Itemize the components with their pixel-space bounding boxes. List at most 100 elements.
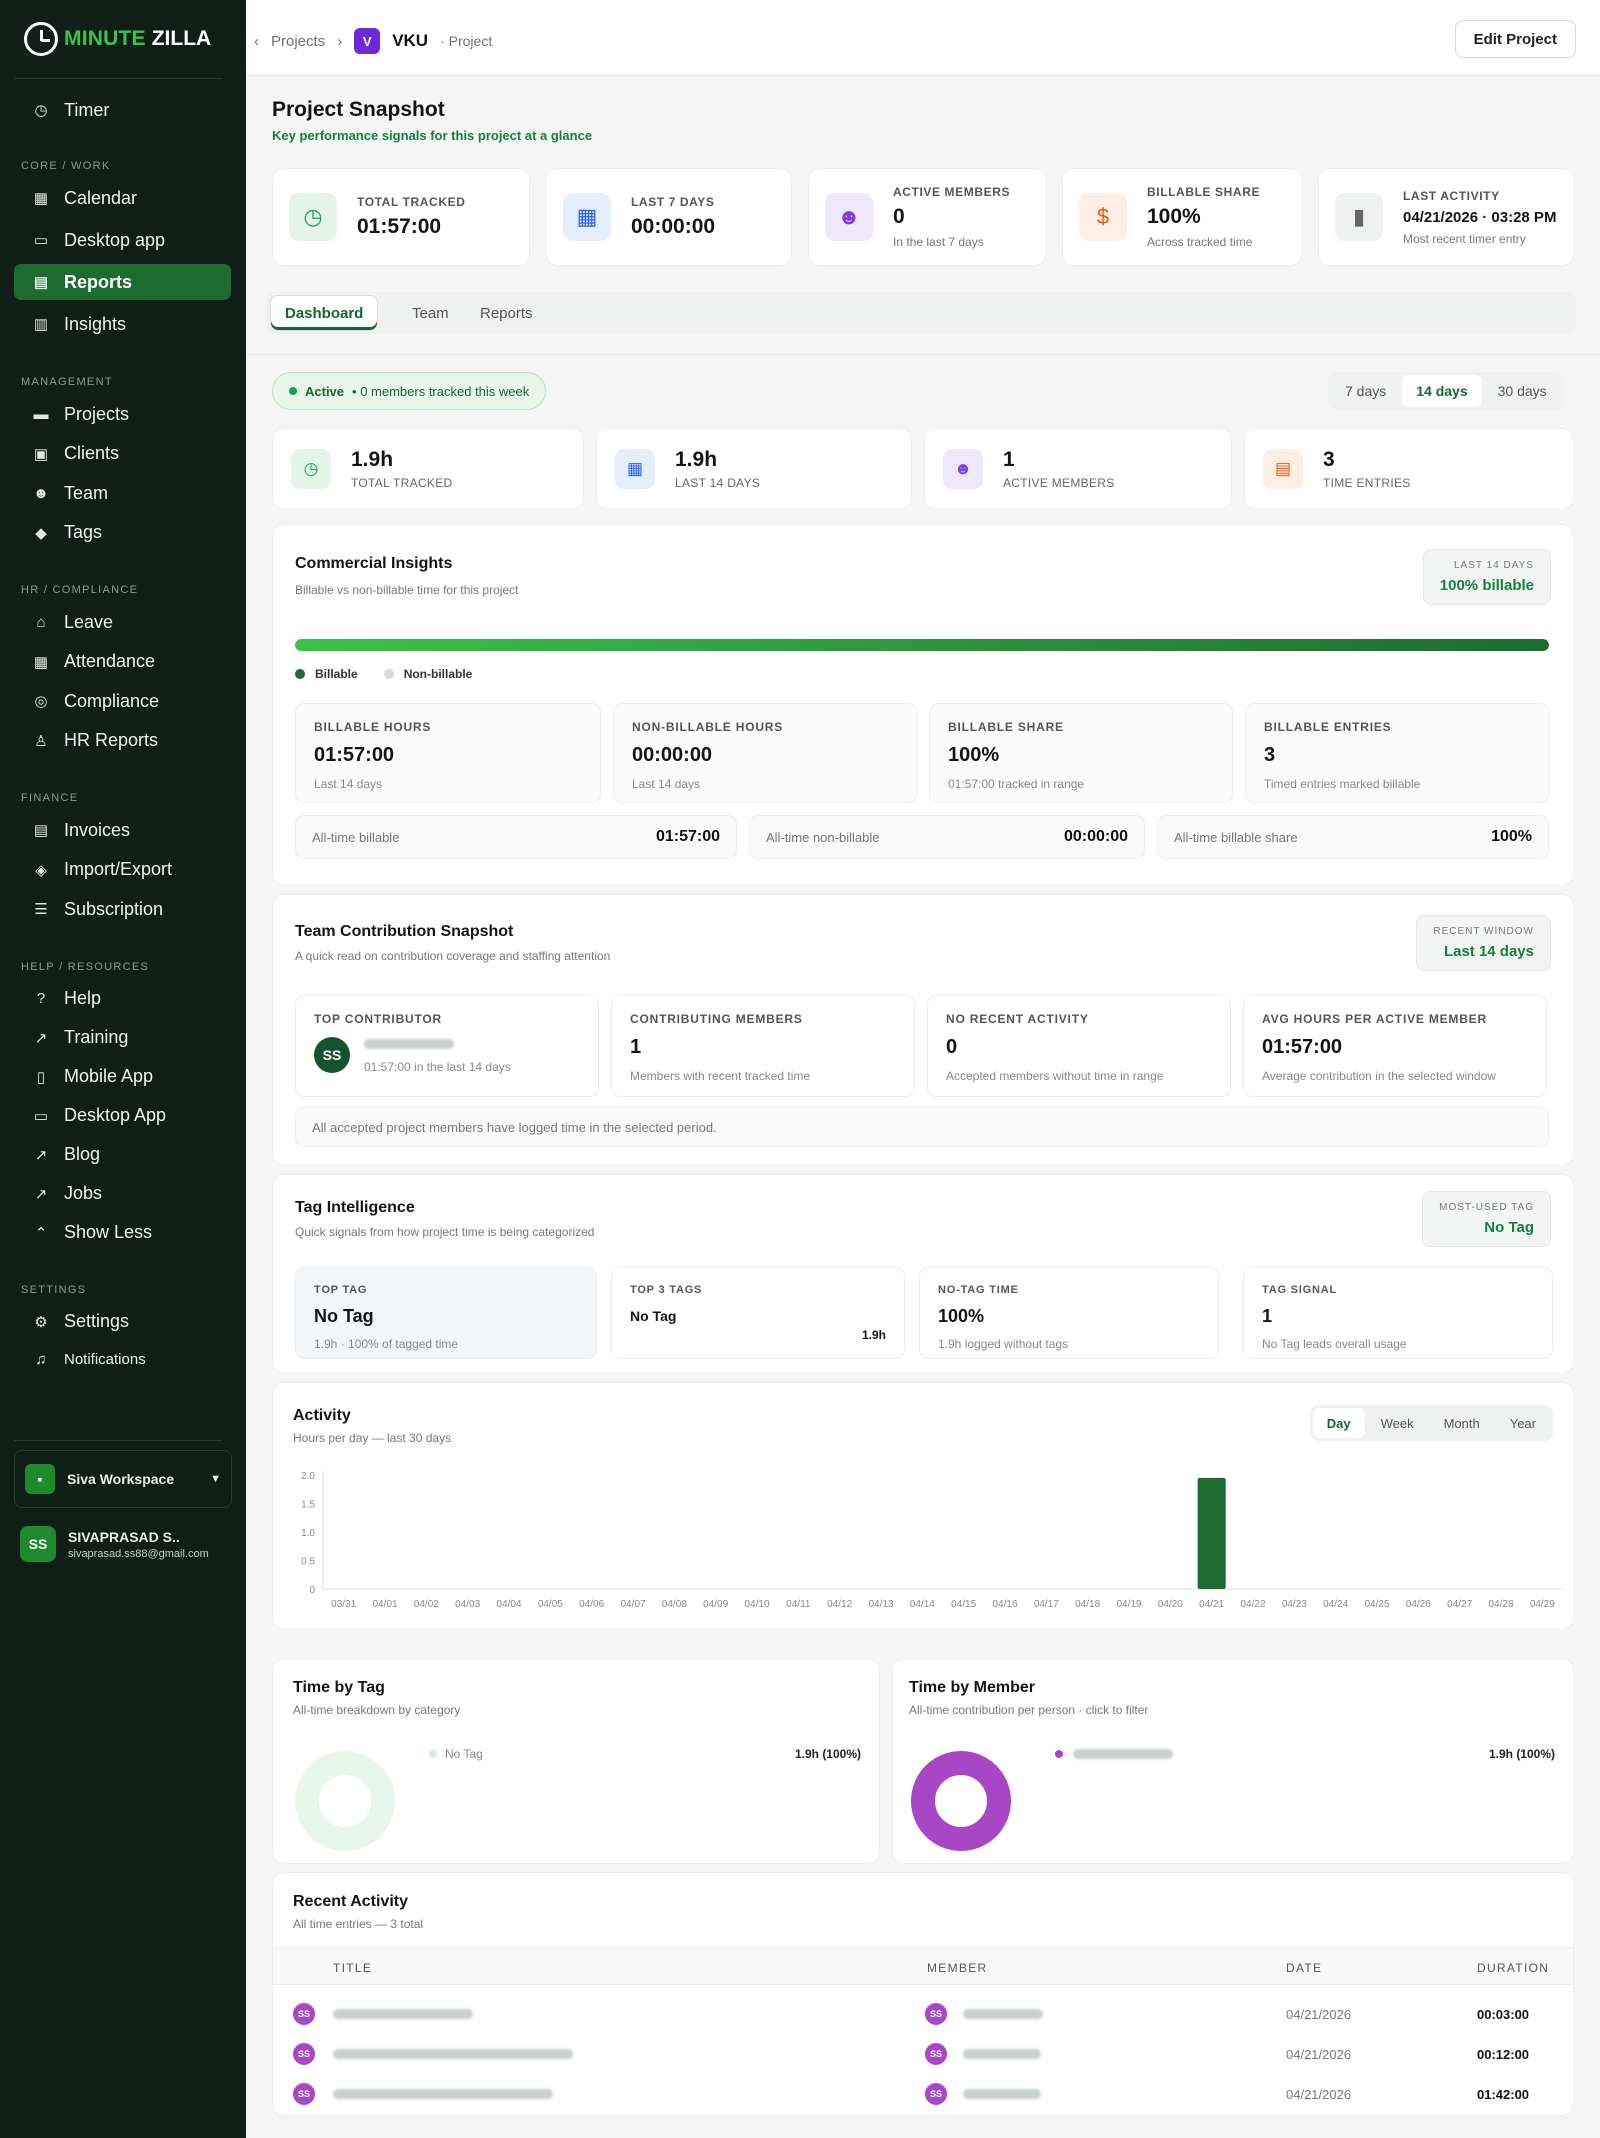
range-7-days[interactable]: 7 days (1345, 383, 1387, 399)
sidebar-item-settings[interactable]: ⚙ Settings (14, 1304, 231, 1340)
sidebar-item-label: Help (64, 988, 102, 1008)
entry-date: 04/21/2026 (1286, 2007, 1352, 2022)
card-label: NO-TAG TIME (938, 1284, 1019, 1296)
sidebar-item-training[interactable]: ↗ Training (14, 1020, 231, 1056)
tag-legend-row[interactable]: No Tag 1.9h (100%) (429, 1747, 861, 1761)
sidebar-item-leave[interactable]: ⌂ Leave (14, 604, 231, 640)
sidebar-item-hr-reports[interactable]: ♙ HR Reports (14, 723, 231, 759)
mode-week[interactable]: Week (1380, 1415, 1414, 1431)
chevron-down-icon: ▼ (210, 1473, 221, 1485)
sidebar-item-reports[interactable]: ▤ Reports (14, 264, 231, 300)
kpi-total-tracked: ◷ TOTAL TRACKED 01:57:00 (272, 168, 530, 266)
card-label: CONTRIBUTING MEMBERS (630, 1012, 803, 1026)
team-contribution-card: Team Contribution Snapshot A quick read … (272, 894, 1574, 1166)
table-row[interactable]: SS SS 04/21/2026 00:03:00 (273, 1995, 1573, 2035)
sidebar-item-desktop-app[interactable]: ▭ Desktop App (14, 1098, 231, 1134)
team-card-contributing-members: CONTRIBUTING MEMBERS 1 Members with recent… (611, 995, 915, 1097)
sidebar-item-show-less[interactable]: ⌃ Show Less (14, 1215, 231, 1251)
chevron-left-icon[interactable]: ‹ (254, 32, 259, 50)
x-tick-label: 04/12 (827, 1599, 852, 1610)
folder-icon: ▬ (33, 405, 49, 423)
kpi-last-7-days: ▦ LAST 7 DAYS 00:00:00 (546, 168, 792, 266)
tab-team[interactable]: Team (412, 304, 449, 322)
badge-value: No Tag (1484, 1219, 1534, 1236)
sidebar-item-timer[interactable]: ◷ Timer (14, 92, 231, 128)
card-sub: Accepted members without time in range (946, 1069, 1164, 1083)
tag-name: No Tag (630, 1308, 677, 1324)
tab-reports[interactable]: Reports (480, 304, 533, 322)
top-3-tags-card: TOP 3 TAGS No Tag 1.9h (611, 1267, 905, 1359)
sidebar-item-import-export[interactable]: ◈ Import/Export (14, 852, 231, 888)
member-donut-slice[interactable] (911, 1751, 1011, 1851)
table-row[interactable]: SS SS 04/21/2026 00:12:00 (273, 2035, 1573, 2075)
activity-mode-selector: Day Week Month Year (1309, 1405, 1553, 1441)
sidebar-item-desktop-app[interactable]: ▭ Desktop app (14, 222, 231, 258)
sidebar-item-label: Reports (64, 271, 133, 292)
mode-year[interactable]: Year (1509, 1415, 1536, 1431)
team-icon: ☻ (825, 193, 873, 241)
sidebar-item-projects[interactable]: ▬ Projects (14, 396, 231, 432)
x-tick-label: 04/03 (455, 1599, 480, 1610)
card-value: 01:57:00 (314, 744, 395, 766)
sidebar-item-tags[interactable]: ◆ Tags (14, 515, 231, 551)
x-tick-label: 03/31 (331, 1599, 356, 1610)
sidebar-item-clients[interactable]: ▣ Clients (14, 436, 231, 472)
x-tick-label: 04/19 (1116, 1599, 1141, 1610)
mode-day[interactable]: Day (1312, 1408, 1365, 1438)
activity-card: Activity Hours per day — last 30 days Da… (272, 1382, 1574, 1630)
activity-bar[interactable] (1197, 1477, 1226, 1589)
clock-icon: ◷ (34, 102, 48, 119)
billable-progress-fill (295, 639, 1549, 651)
workspace-switcher[interactable]: ▪ Siva Workspace ▼ (14, 1450, 232, 1508)
user-email: sivaprasad.ss88@gmail.com (68, 1547, 209, 1560)
sidebar-item-label: Notifications (64, 1351, 146, 1368)
sidebar-item-invoices[interactable]: ▤ Invoices (14, 812, 231, 848)
tab-dashboard[interactable]: Dashboard (270, 295, 379, 331)
mode-month[interactable]: Month (1443, 1415, 1480, 1431)
sidebar-item-team[interactable]: ☻ Team (14, 475, 231, 511)
range-14-days[interactable]: 14 days (1402, 375, 1482, 407)
entry-date: 04/21/2026 (1286, 2047, 1352, 2062)
member-legend-row[interactable]: 1.9h (100%) (1055, 1747, 1555, 1761)
badge-value: Last 14 days (1443, 943, 1534, 960)
table-row[interactable]: SS SS 04/21/2026 01:42:00 (273, 2075, 1573, 2115)
brand-logo[interactable]: MINUTE ZILLA (24, 22, 211, 56)
edit-project-button[interactable]: Edit Project (1454, 20, 1576, 58)
sidebar-item-label: Mobile App (64, 1066, 154, 1086)
avatar: SS (925, 2003, 947, 2025)
entry-duration: 01:42:00 (1477, 2087, 1530, 2102)
sidebar-divider (14, 78, 222, 79)
sidebar-item-compliance[interactable]: ◎ Compliance (14, 683, 231, 719)
user-profile[interactable]: SS SIVAPRASAD S.. sivaprasad.ss88@gmail.… (20, 1526, 209, 1562)
tag-title: Tag Intelligence (295, 1199, 415, 1216)
kpi-value: 0 (893, 205, 905, 228)
monitor-icon: ▭ (33, 232, 49, 249)
avatar: SS (925, 2083, 947, 2105)
sidebar-item-attendance[interactable]: ▦ Attendance (14, 644, 231, 680)
home-icon: ⌂ (36, 613, 46, 631)
team-title: Team Contribution Snapshot (295, 923, 514, 940)
card-label: TAG SIGNAL (1262, 1284, 1338, 1296)
sidebar-item-calendar[interactable]: ▦ Calendar (14, 180, 231, 216)
x-tick-label: 04/09 (703, 1599, 728, 1610)
sidebar-item-subscription[interactable]: ☰ Subscription (14, 891, 231, 927)
avatar: SS (925, 2043, 947, 2065)
time-by-tag-subtitle: All-time breakdown by category (293, 1703, 461, 1717)
top-contributor-card[interactable]: TOP CONTRIBUTOR SS 01:57:00 in the last … (295, 995, 599, 1097)
kpi-value: 04/21/2026 · 03:28 PM (1403, 208, 1557, 226)
legend-nonbillable-swatch (383, 669, 394, 679)
sidebar-item-blog[interactable]: ↗ Blog (14, 1137, 231, 1173)
calendar-icon: ▦ (563, 193, 611, 241)
sidebar-item-notifications[interactable]: ♫ Notifications (14, 1342, 231, 1378)
range-30-days[interactable]: 30 days (1497, 383, 1547, 399)
x-tick-label: 04/27 (1447, 1599, 1472, 1610)
sidebar-item-mobile-app[interactable]: ▯ Mobile App (14, 1059, 231, 1095)
breadcrumb-projects[interactable]: Projects (271, 32, 326, 50)
x-tick-label: 04/02 (414, 1599, 439, 1610)
sidebar-item-help[interactable]: ? Help (14, 981, 231, 1017)
tag-donut-slice[interactable] (295, 1751, 395, 1851)
sidebar-item-jobs[interactable]: ↗ Jobs (14, 1176, 231, 1212)
external-link-icon: ↗ (34, 1146, 48, 1164)
col-title: TITLE (333, 1961, 373, 1975)
sidebar-item-insights[interactable]: ▥ Insights (14, 306, 231, 342)
